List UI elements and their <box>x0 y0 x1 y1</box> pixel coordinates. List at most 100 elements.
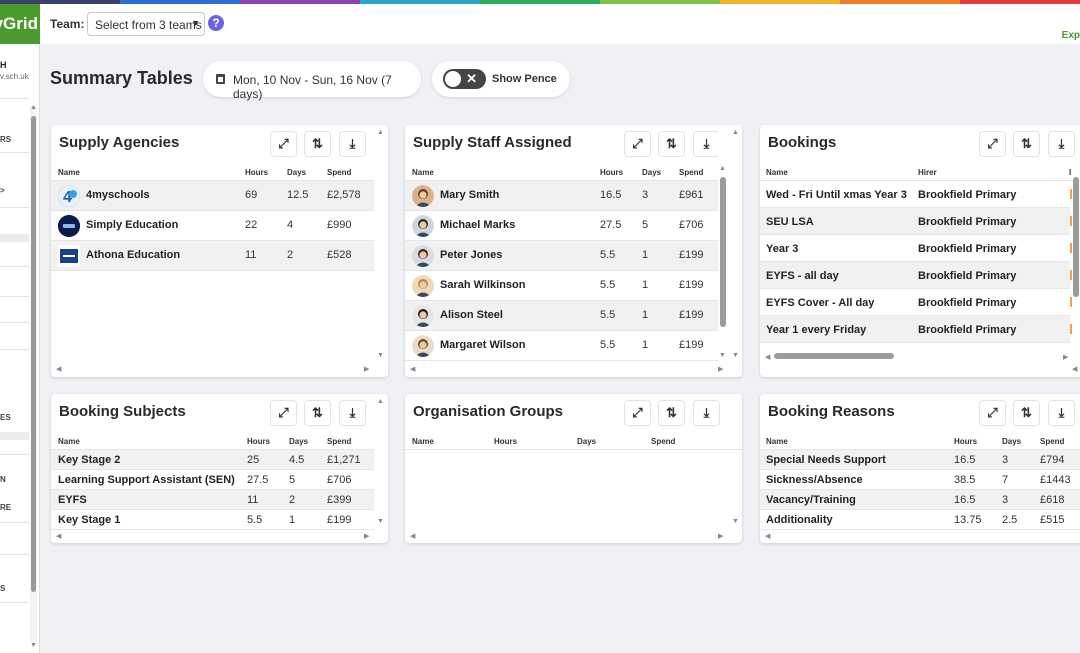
expand-icon[interactable]: ⤢ <box>624 131 651 157</box>
table-row[interactable]: Margaret Wilson 5.5 1 £199 <box>405 331 718 361</box>
sidebar-item-active[interactable] <box>0 234 29 242</box>
column-header[interactable]: I <box>1069 168 1072 177</box>
sort-icon[interactable]: ⇅ <box>1013 400 1040 426</box>
scroll-left-icon[interactable]: ◀ <box>765 354 771 361</box>
column-header[interactable]: Days <box>287 168 307 177</box>
table-row[interactable]: EYFS - all day Brookfield Primary <box>760 262 1070 289</box>
scroll-left-icon[interactable]: ◀ <box>1072 366 1078 373</box>
sort-icon[interactable]: ⇅ <box>304 400 331 426</box>
scroll-left-icon[interactable]: ◀ <box>410 533 416 540</box>
column-header[interactable]: Name <box>412 437 434 446</box>
column-header[interactable]: Days <box>642 168 662 177</box>
download-icon[interactable]: ⤓ <box>339 400 366 426</box>
column-header[interactable]: Name <box>766 168 788 177</box>
show-pence-toggle[interactable]: ✕ Show Pence <box>432 61 570 97</box>
column-header[interactable]: Spend <box>1040 437 1065 446</box>
scroll-up-icon[interactable]: ▲ <box>377 398 384 405</box>
table-row[interactable]: Year 3 Brookfield Primary <box>760 235 1070 262</box>
scroll-up-icon[interactable]: ▲ <box>719 165 726 172</box>
download-icon[interactable]: ⤓ <box>693 400 720 426</box>
sort-icon[interactable]: ⇅ <box>658 400 685 426</box>
table-row[interactable]: EYFS 11 2 £399 <box>51 490 374 510</box>
scroll-right-icon[interactable]: ▶ <box>364 533 370 540</box>
scroll-left-icon[interactable]: ◀ <box>765 533 771 540</box>
column-header[interactable]: Hours <box>954 437 978 446</box>
horizontal-scroll-thumb[interactable] <box>774 353 894 359</box>
expand-icon[interactable]: ⤢ <box>270 400 297 426</box>
table-row[interactable]: Michael Marks 27.5 5 £706 <box>405 211 718 241</box>
sort-icon[interactable]: ⇅ <box>658 131 685 157</box>
table-row[interactable]: Athona Education 11 2 £528 <box>51 241 374 271</box>
table-row[interactable]: Alison Steel 5.5 1 £199 <box>405 301 718 331</box>
scroll-right-icon[interactable]: ▶ <box>718 533 724 540</box>
scroll-down-icon[interactable]: ▼ <box>719 352 726 359</box>
column-header[interactable]: Spend <box>327 168 352 177</box>
table-row[interactable]: Peter Jones 5.5 1 £199 <box>405 241 718 271</box>
scroll-up-icon[interactable]: ▲ <box>732 129 739 136</box>
scroll-down-icon[interactable]: ▼ <box>30 642 37 649</box>
table-row[interactable]: EYFS Cover - All day Brookfield Primary <box>760 289 1070 316</box>
scroll-down-icon[interactable]: ▼ <box>377 518 384 525</box>
scroll-left-icon[interactable]: ◀ <box>56 366 62 373</box>
column-header[interactable]: Name <box>58 168 80 177</box>
table-row[interactable]: Wed - Fri Until xmas Year 3 Brookfield Pr… <box>760 181 1070 208</box>
table-row[interactable]: Vacancy/Training 16.5 3 £618 <box>760 490 1080 510</box>
column-header[interactable]: Days <box>1002 437 1022 446</box>
scroll-left-icon[interactable]: ◀ <box>410 366 416 373</box>
scroll-right-icon[interactable]: ▶ <box>364 366 370 373</box>
app-logo[interactable]: yGrid <box>0 4 40 44</box>
table-row[interactable]: Year 1 every Friday Brookfield Primary <box>760 316 1070 343</box>
expand-icon[interactable]: ⤢ <box>270 131 297 157</box>
expand-icon[interactable]: ⤢ <box>979 400 1006 426</box>
column-header[interactable]: Hours <box>600 168 624 177</box>
sidebar-item-label[interactable]: RE <box>0 503 12 512</box>
table-row[interactable]: Key Stage 1 5.5 1 £199 <box>51 510 374 530</box>
toggle-switch[interactable]: ✕ <box>443 69 486 89</box>
sidebar-scroll-thumb[interactable] <box>31 116 36 592</box>
expand-icon[interactable]: ⤢ <box>624 400 651 426</box>
scroll-up-icon[interactable]: ▲ <box>30 104 37 111</box>
sidebar-item-label[interactable]: > <box>0 186 5 195</box>
column-header[interactable]: Name <box>766 437 788 446</box>
column-header[interactable]: Days <box>577 437 597 446</box>
scroll-down-icon[interactable]: ▼ <box>732 518 739 525</box>
scroll-down-icon[interactable]: ▼ <box>732 352 739 359</box>
vertical-scrollbar[interactable] <box>376 125 386 365</box>
table-row[interactable]: Additionality 13.75 2.5 £515 <box>760 510 1080 530</box>
column-header[interactable]: Hours <box>247 437 271 446</box>
scroll-down-icon[interactable]: ▼ <box>377 352 384 359</box>
scroll-right-icon[interactable]: ▶ <box>718 366 724 373</box>
column-header[interactable]: Spend <box>327 437 352 446</box>
download-icon[interactable]: ⤓ <box>1048 131 1075 157</box>
table-row[interactable]: Key Stage 2 25 4.5 £1,271 <box>51 450 374 470</box>
column-header[interactable]: Name <box>412 168 434 177</box>
table-row[interactable]: Simply Education 22 4 £990 <box>51 211 374 241</box>
table-row[interactable]: Special Needs Support 16.5 3 £794 <box>760 450 1080 470</box>
sidebar-item-active[interactable] <box>0 432 29 440</box>
vertical-scroll-thumb[interactable] <box>1073 177 1079 297</box>
vertical-scroll-thumb[interactable] <box>720 177 726 327</box>
sidebar-item-label[interactable]: ES <box>0 413 11 422</box>
table-row[interactable]: Sickness/Absence 38.5 7 £1443 <box>760 470 1080 490</box>
column-header[interactable]: Hirer <box>918 168 937 177</box>
table-row[interactable]: Sarah Wilkinson 5.5 1 £199 <box>405 271 718 301</box>
scroll-left-icon[interactable]: ◀ <box>56 533 62 540</box>
download-icon[interactable]: ⤓ <box>693 131 720 157</box>
download-icon[interactable]: ⤓ <box>339 131 366 157</box>
sidebar-item-label[interactable]: RS <box>0 135 12 144</box>
table-row[interactable]: SEU LSA Brookfield Primary <box>760 208 1070 235</box>
download-icon[interactable]: ⤓ <box>1048 400 1075 426</box>
sidebar-item-label[interactable]: N <box>0 475 6 484</box>
team-select[interactable]: Select from 3 teams ▼ <box>87 12 205 36</box>
sort-icon[interactable]: ⇅ <box>304 131 331 157</box>
sort-icon[interactable]: ⇅ <box>1013 131 1040 157</box>
date-range-picker[interactable]: Mon, 10 Nov - Sun, 16 Nov (7 days) <box>203 61 421 101</box>
scroll-up-icon[interactable]: ▲ <box>377 129 384 136</box>
column-header[interactable]: Name <box>58 437 80 446</box>
sidebar-item-label[interactable]: S <box>0 584 6 593</box>
column-header[interactable]: Spend <box>651 437 676 446</box>
column-header[interactable]: Hours <box>494 437 518 446</box>
table-row[interactable]: Learning Support Assistant (SEN) 27.5 5 £70… <box>51 470 374 490</box>
expand-icon[interactable]: ⤢ <box>979 131 1006 157</box>
column-header[interactable]: Spend <box>679 168 704 177</box>
